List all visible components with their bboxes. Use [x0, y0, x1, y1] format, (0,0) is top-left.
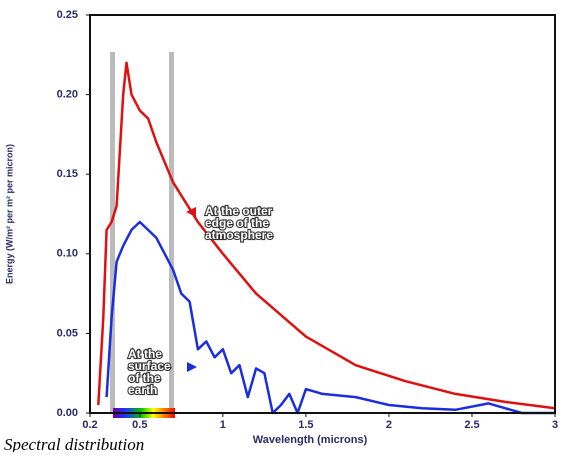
x-tick-label: 0.5 — [132, 419, 147, 431]
annotation: surface — [128, 359, 171, 373]
x-tick-label: 1.5 — [298, 419, 313, 431]
annotation: atmosphere — [205, 228, 273, 242]
x-tick-label: 0.2 — [82, 419, 97, 431]
y-axis-label: Energy (W/m² per m² per micron) — [4, 144, 14, 284]
annotation: edge of the — [205, 216, 269, 230]
x-tick-label: 1 — [220, 419, 226, 431]
visible-band-edge — [169, 52, 174, 413]
series-line — [97, 61, 556, 410]
plot-frame — [89, 14, 556, 414]
x-tick-label: 2.5 — [464, 419, 479, 431]
y-tick-label: 0.20 — [57, 89, 78, 101]
y-tick-label: 0.25 — [57, 9, 78, 21]
caption: Spectral distribution — [4, 435, 144, 452]
annotation-arrow — [187, 362, 197, 372]
series-line — [105, 220, 555, 415]
y-tick-label: 0.00 — [57, 407, 78, 419]
annotation: of the — [128, 371, 161, 385]
x-tick-label: 2 — [386, 419, 392, 431]
annotation: earth — [128, 383, 157, 397]
x-tick-label: 3 — [552, 419, 558, 431]
y-tick-label: 0.05 — [57, 327, 78, 339]
annotation-arrow — [186, 207, 196, 217]
x-axis-label: Wavelength (microns) — [253, 434, 368, 446]
y-tick-label: 0.15 — [57, 168, 78, 180]
visible-band-edge — [110, 52, 115, 413]
annotation: At the outer — [205, 204, 273, 218]
annotation: At the — [128, 347, 162, 361]
y-tick-label: 0.10 — [57, 248, 78, 260]
